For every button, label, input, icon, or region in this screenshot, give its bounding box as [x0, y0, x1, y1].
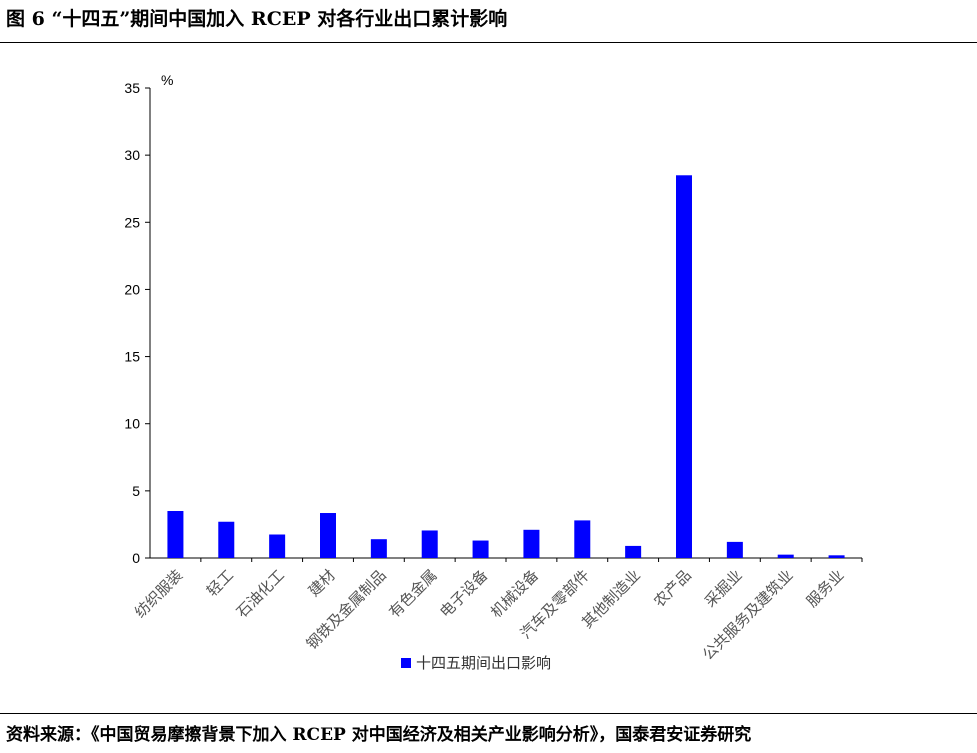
x-category-label: 服务业	[803, 566, 848, 611]
bar	[523, 529, 540, 558]
x-category-label: 公共服务及建筑业	[699, 566, 797, 664]
x-category-label: 采掘业	[701, 566, 746, 611]
bar	[472, 540, 489, 558]
bar	[320, 513, 336, 558]
y-tick-label: 10	[124, 416, 140, 432]
legend-label: 十四五期间出口影响	[416, 654, 551, 672]
bar	[218, 521, 235, 558]
x-category-label: 轻工	[203, 566, 237, 600]
y-tick-label: 15	[124, 349, 140, 365]
bar	[421, 530, 438, 558]
x-category-label: 农产品	[650, 566, 695, 611]
x-category-label: 纺织服装	[131, 566, 186, 621]
bar	[726, 541, 743, 558]
bar	[828, 555, 845, 558]
source-note: 资料来源：《中国贸易摩擦背景下加入 RCEP 对中国经济及相关产业影响分析》，国…	[6, 725, 752, 745]
bar	[167, 511, 184, 558]
x-category-label: 电子设备	[436, 566, 491, 621]
y-tick-label: 25	[124, 214, 140, 230]
y-tick-label: 30	[124, 147, 140, 163]
x-category-label: 石油化工	[233, 566, 288, 621]
x-category-label: 建材	[305, 566, 339, 600]
top-divider	[0, 42, 977, 43]
y-unit-label: %	[161, 72, 173, 88]
bar	[574, 520, 591, 558]
y-tick-label: 35	[124, 80, 140, 96]
x-category-label: 有色金属	[385, 566, 440, 621]
x-axis	[150, 557, 863, 562]
legend-swatch	[401, 658, 411, 668]
y-axis: 0 5 10 15 20 25 30 35	[124, 80, 151, 566]
bar	[370, 539, 387, 558]
bar	[777, 554, 794, 558]
bottom-divider	[0, 713, 977, 714]
bar	[676, 175, 692, 559]
bars	[167, 175, 845, 559]
bar	[269, 534, 286, 558]
y-tick-label: 20	[124, 281, 140, 297]
y-tick-label: 0	[132, 550, 140, 566]
bar	[625, 545, 642, 558]
figure-title: 图 6 “十四五”期间中国加入 RCEP 对各行业出口累计影响	[6, 8, 508, 30]
y-tick-label: 5	[132, 483, 140, 499]
legend: 十四五期间出口影响	[401, 654, 551, 672]
